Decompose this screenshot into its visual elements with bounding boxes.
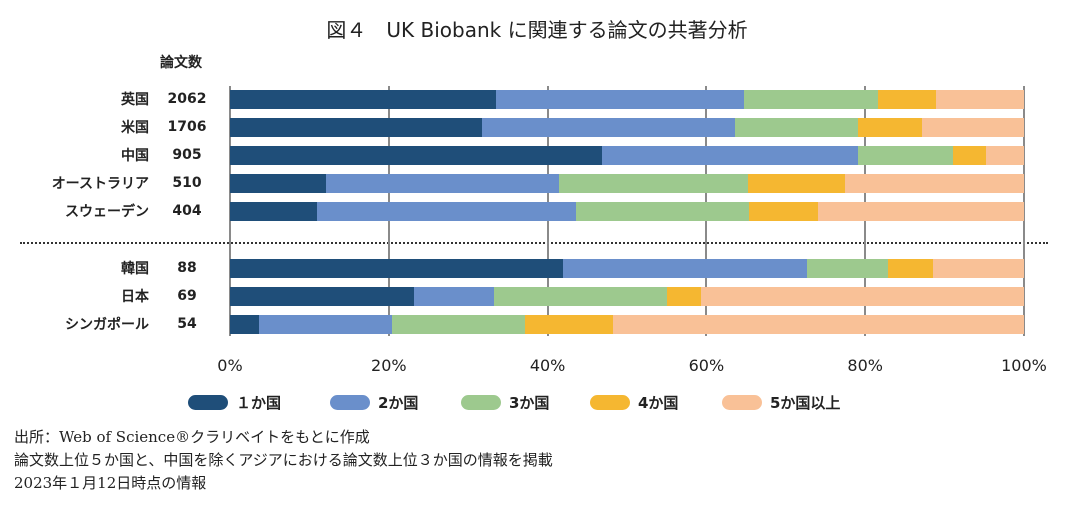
- bar-segment: [888, 259, 934, 278]
- bar-segment: [524, 315, 613, 334]
- category-label: 韓国: [121, 261, 149, 277]
- legend-swatch: [188, 394, 228, 410]
- x-tick-label: 100%: [1001, 356, 1047, 375]
- note-date: 2023年１月12日時点の情報: [14, 474, 207, 492]
- x-tick-label: 20%: [371, 356, 407, 375]
- paper-count-label: 54: [177, 316, 197, 332]
- bar-segment: [259, 315, 392, 334]
- legend-swatch: [330, 394, 370, 410]
- bar-segment: [700, 287, 1024, 306]
- bar-segment: [317, 202, 577, 221]
- bar-segment: [747, 174, 845, 193]
- category-label: 英国: [121, 92, 149, 108]
- bar-segment: [985, 146, 1024, 165]
- legend-item: 5か国以上: [722, 393, 841, 412]
- legend-swatch: [722, 394, 762, 410]
- legend-item: 2か国: [330, 393, 419, 412]
- x-tick-label: 60%: [688, 356, 725, 375]
- bar-segment: [922, 118, 1024, 137]
- legend-swatch: [461, 394, 501, 410]
- x-tick-label: 0%: [217, 356, 243, 375]
- bar-segment: [563, 259, 808, 278]
- bar-segment: [858, 146, 953, 165]
- paper-count-label: 510: [172, 175, 202, 191]
- paper-count-label: 2062: [167, 91, 207, 107]
- bar-segment: [494, 287, 667, 306]
- bar-segment: [933, 259, 1024, 278]
- note-source: 出所：Web of Science®クラリベイトをもとに作成: [14, 428, 370, 446]
- category-label: 中国: [121, 148, 149, 164]
- legend-label: 5か国以上: [770, 393, 841, 412]
- category-label: スウェーデン: [65, 204, 149, 220]
- bar-segment: [558, 174, 748, 193]
- legend-label: 2か国: [378, 393, 419, 412]
- bar-segment: [230, 90, 496, 109]
- x-tick-label: 80%: [847, 356, 883, 375]
- chart-title: 図４ UK Biobank に関連する論文の共著分析: [326, 18, 748, 42]
- bar-segment: [734, 118, 859, 137]
- legend-label: 4か国: [638, 393, 679, 412]
- bar-segment: [230, 287, 415, 306]
- category-label: シンガポール: [65, 317, 149, 333]
- bar-segment: [576, 202, 750, 221]
- paper-count-label: 1706: [167, 119, 207, 135]
- legend-label: 3か国: [509, 393, 550, 412]
- paper-count-label: 88: [177, 260, 197, 276]
- bar-segment: [326, 174, 559, 193]
- gridline: [1023, 86, 1025, 336]
- note-scope: 論文数上位５か国と、中国を除くアジアにおける論文数上位３か国の情報を掲載: [14, 451, 553, 469]
- bar-segment: [877, 90, 936, 109]
- category-label: 日本: [121, 289, 149, 305]
- bar-segment: [749, 202, 819, 221]
- bar-segment: [952, 146, 986, 165]
- bar-segment: [935, 90, 1024, 109]
- bar-segment: [391, 315, 525, 334]
- legend-swatch: [590, 394, 630, 410]
- bar-segment: [602, 146, 859, 165]
- bar-segment: [230, 315, 260, 334]
- bar-segment: [844, 174, 1024, 193]
- bar-segment: [230, 202, 318, 221]
- bar-segment: [230, 174, 327, 193]
- paper-count-label: 69: [177, 288, 197, 304]
- paper-count-label: 905: [172, 147, 202, 163]
- legend-item: 4か国: [590, 393, 679, 412]
- bar-segment: [230, 146, 603, 165]
- bar-segment: [230, 118, 483, 137]
- group-divider: [20, 242, 1048, 244]
- legend-item: １か国: [188, 393, 282, 412]
- bar-segment: [482, 118, 735, 137]
- bar-segment: [743, 90, 878, 109]
- notes: 出所：Web of Science®クラリベイトをもとに作成 論文数上位５か国と…: [14, 426, 553, 495]
- count-column-header: 論文数: [160, 55, 202, 71]
- bar-segment: [818, 202, 1024, 221]
- bar-segment: [612, 315, 1024, 334]
- bar-segment: [414, 287, 495, 306]
- bar-segment: [495, 90, 744, 109]
- bar-segment: [807, 259, 889, 278]
- category-label: 米国: [121, 120, 149, 136]
- bar-segment: [858, 118, 923, 137]
- legend-label: １か国: [236, 393, 282, 412]
- bar-segment: [230, 259, 564, 278]
- bar-segment: [666, 287, 701, 306]
- paper-count-label: 404: [172, 203, 202, 219]
- legend-item: 3か国: [461, 393, 550, 412]
- category-label: オーストラリア: [51, 176, 149, 192]
- x-tick-label: 40%: [529, 356, 566, 375]
